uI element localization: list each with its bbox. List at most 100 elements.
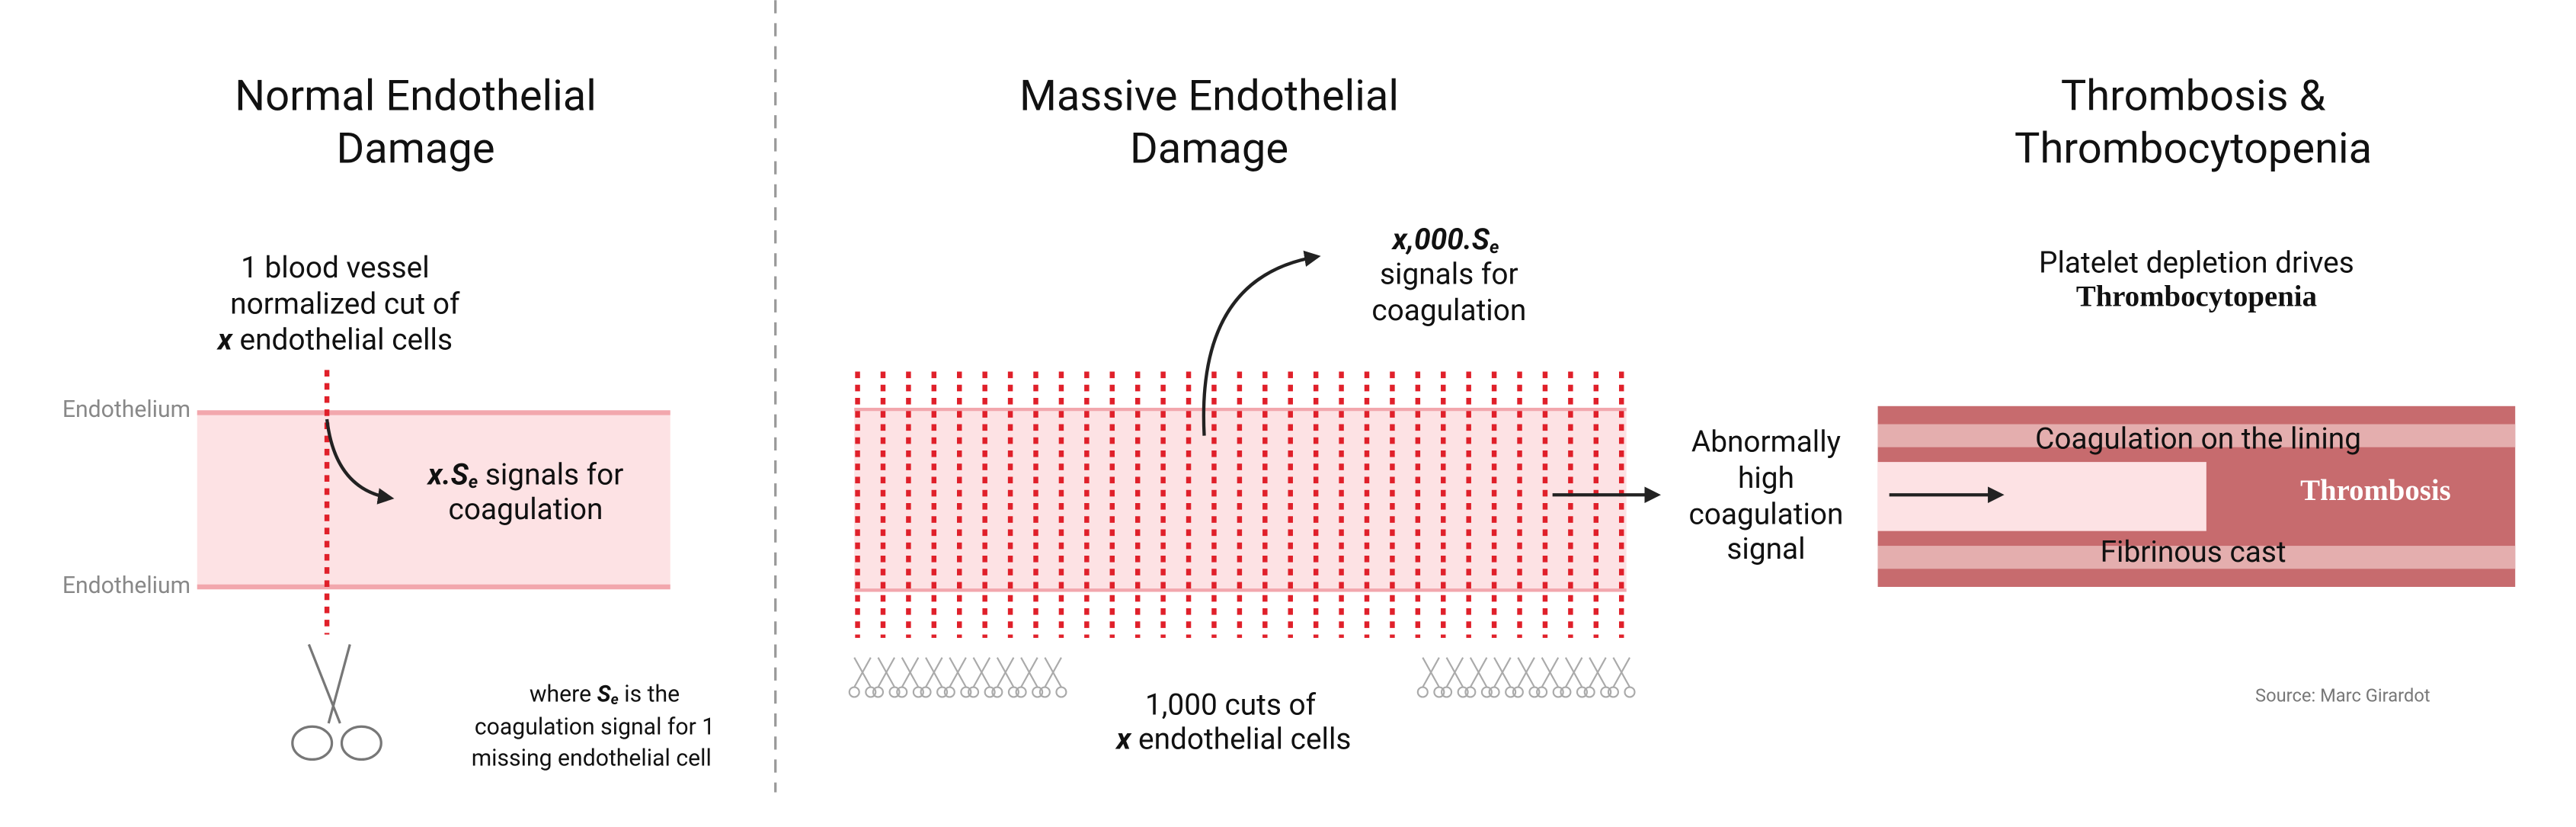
scissors	[1055, 686, 1067, 698]
scissors	[1445, 657, 1464, 688]
caption-emphasis: Thrombocytopenia	[2076, 280, 2317, 313]
scissors	[1560, 686, 1572, 698]
scissors	[1044, 657, 1062, 688]
footnote: where Se is the	[530, 681, 680, 708]
scissors	[1457, 686, 1469, 698]
footnote-text: where	[530, 681, 597, 707]
signal-label: x.Se signals for	[427, 458, 624, 493]
cut-label: 1 blood vessel	[241, 251, 430, 285]
vessel	[197, 411, 670, 589]
signal-label: signals for	[1380, 258, 1518, 292]
variable: x.S	[427, 458, 469, 492]
signal-label: x,000.Se	[1391, 223, 1499, 258]
scissors	[1564, 657, 1583, 688]
scissors	[936, 686, 949, 698]
scissors	[1589, 657, 1607, 688]
scissors	[1464, 686, 1477, 698]
subscript: e	[1490, 236, 1499, 258]
arrow-label: signal	[1726, 532, 1805, 566]
scissors	[1020, 657, 1038, 688]
variable: x	[1115, 723, 1132, 757]
subscript: e	[469, 471, 478, 492]
vessel	[854, 407, 1627, 592]
caption: Platelet depletion drives	[2039, 246, 2354, 280]
scissors	[1441, 686, 1453, 698]
decoration	[340, 725, 382, 761]
scissors	[1493, 657, 1512, 688]
scissors	[896, 686, 908, 698]
scissors	[1612, 657, 1630, 688]
scissors	[901, 657, 920, 688]
panel-title: Damage	[336, 123, 494, 173]
cut-lines	[855, 371, 1624, 638]
footnote: coagulation signal for 1	[475, 713, 715, 740]
arrow	[1202, 250, 1321, 436]
source: Source: Marc Girardot	[2255, 685, 2430, 707]
arrow	[325, 418, 395, 505]
arrow-label: high	[1738, 461, 1794, 495]
variable: S	[597, 681, 612, 707]
footnote: missing endothelial cell	[472, 745, 712, 771]
scissors	[1038, 686, 1051, 698]
cut-label: x endothelial cells	[216, 323, 453, 357]
scissors	[1488, 686, 1500, 698]
panel-title: Thrombosis &	[2061, 70, 2326, 120]
scissors	[991, 686, 1003, 698]
scissors	[968, 686, 980, 698]
scissors	[1583, 686, 1595, 698]
cut-label: x endothelial cells	[1115, 723, 1351, 757]
scissors	[1528, 686, 1541, 698]
panel-title: Damage	[1130, 123, 1288, 173]
scissors	[1576, 686, 1589, 698]
scissors	[972, 657, 991, 688]
signal-label: coagulation	[1371, 293, 1526, 328]
layer-label: Endothelium	[62, 396, 190, 423]
scissors	[291, 643, 382, 761]
scissors	[1624, 686, 1636, 698]
signal-label: coagulation	[449, 492, 603, 527]
scissors	[984, 686, 996, 698]
decoration	[291, 725, 334, 761]
vessel-label: Coagulation on the lining	[2035, 422, 2361, 456]
scissors	[853, 657, 872, 688]
scissors	[949, 657, 967, 688]
arrow-label: coagulation	[1689, 498, 1844, 532]
variable: x	[216, 323, 234, 357]
scissors	[848, 686, 860, 698]
scissors	[1536, 686, 1548, 698]
cut-label: normalized cut of	[230, 287, 460, 322]
scissors	[1541, 657, 1560, 688]
vessel-label: Thrombosis	[2300, 474, 2451, 507]
scissors	[888, 686, 901, 698]
scissors	[1032, 686, 1044, 698]
scissors-rows	[848, 657, 1636, 698]
stripe	[1877, 546, 2516, 569]
scissors	[960, 686, 972, 698]
scissors	[996, 657, 1015, 688]
scissors	[920, 686, 932, 698]
scissors	[1512, 686, 1524, 698]
scissors	[865, 686, 877, 698]
scissors	[1007, 686, 1019, 698]
scissors	[1505, 686, 1517, 698]
signal-text: signals for	[478, 458, 623, 492]
scissors	[925, 657, 943, 688]
arrow-label: Abnormally	[1691, 425, 1841, 460]
variable: x,000.S	[1391, 223, 1490, 257]
decoration	[307, 643, 351, 724]
scissors	[1422, 657, 1440, 688]
scissors	[1600, 686, 1612, 698]
cut-label: 1,000 cuts of	[1145, 688, 1317, 723]
layer-label: Endothelium	[62, 572, 190, 599]
scissors	[877, 657, 896, 688]
scissors	[912, 686, 924, 698]
scissors	[1552, 686, 1564, 698]
panel-title: Thrombocytopenia	[2014, 123, 2372, 173]
vessel-label: Fibrinous cast	[2101, 535, 2286, 569]
footnote-text: is the	[619, 681, 680, 707]
subscript: e	[611, 691, 619, 708]
scissors	[1015, 686, 1027, 698]
